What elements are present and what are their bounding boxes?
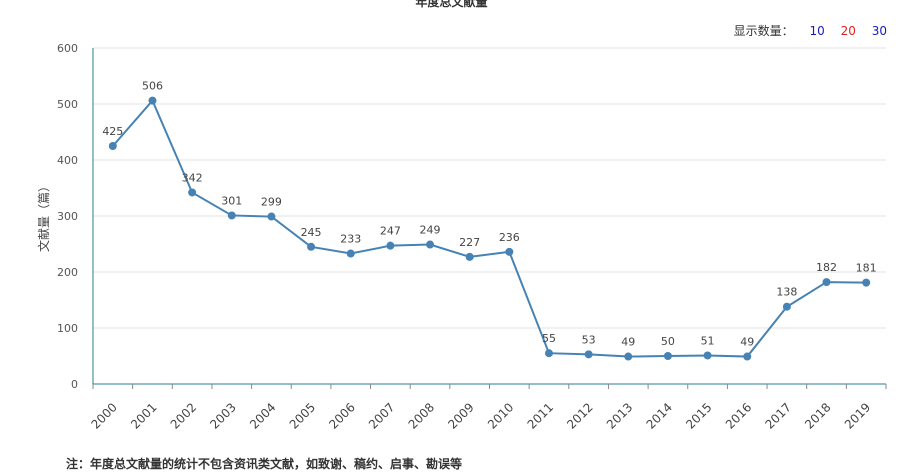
footnote: 注：年度总文献量的统计不包含资讯类文献，如致谢、稿约、启事、勘误等 bbox=[66, 457, 463, 471]
data-point bbox=[703, 351, 712, 360]
data-point bbox=[386, 241, 395, 250]
data-point bbox=[108, 142, 117, 150]
chart-title: 年度总文献量 bbox=[415, 0, 488, 9]
data-label: 53 bbox=[582, 333, 596, 346]
x-tick-label: 2011 bbox=[525, 400, 556, 431]
data-label: 49 bbox=[740, 336, 754, 349]
x-tick-label: 2001 bbox=[128, 400, 159, 431]
y-tick-label: 100 bbox=[57, 322, 78, 335]
series-line bbox=[112, 98, 867, 358]
data-point bbox=[148, 96, 157, 105]
x-tick-label: 2015 bbox=[683, 400, 714, 431]
data-label: 247 bbox=[380, 225, 401, 238]
data-point bbox=[505, 247, 514, 256]
display-count-30[interactable]: 30 bbox=[871, 24, 887, 38]
data-label: 51 bbox=[701, 334, 715, 347]
x-tick-label: 2018 bbox=[802, 400, 833, 431]
display-count-selector: 显示数量： 10 20 30 bbox=[734, 22, 887, 39]
data-label: 182 bbox=[816, 261, 837, 274]
x-tick-label: 2004 bbox=[247, 400, 278, 431]
data-point bbox=[624, 352, 633, 361]
data-label: 301 bbox=[221, 194, 242, 207]
x-tick-label: 2009 bbox=[445, 400, 476, 431]
x-tick-label: 2012 bbox=[564, 400, 595, 431]
display-count-20[interactable]: 20 bbox=[840, 24, 856, 38]
x-tick-label: 2016 bbox=[723, 400, 754, 431]
data-label: 299 bbox=[261, 196, 282, 209]
data-point bbox=[307, 242, 316, 251]
x-tick-label: 2013 bbox=[604, 400, 635, 431]
y-tick-label: 400 bbox=[57, 154, 78, 167]
data-label: 342 bbox=[182, 171, 203, 184]
x-tick-label: 2017 bbox=[762, 400, 793, 431]
data-point bbox=[743, 352, 752, 361]
x-tick-label: 2010 bbox=[485, 400, 516, 431]
x-tick-label: 2007 bbox=[366, 400, 397, 431]
data-point bbox=[346, 249, 355, 258]
data-point bbox=[663, 352, 672, 360]
data-point bbox=[862, 278, 871, 287]
data-label: 236 bbox=[499, 231, 520, 244]
data-label: 55 bbox=[542, 332, 556, 345]
data-label: 233 bbox=[340, 233, 361, 246]
data-label: 49 bbox=[621, 336, 635, 349]
data-label: 425 bbox=[102, 125, 123, 138]
x-tick-label: 2014 bbox=[644, 400, 675, 431]
data-point bbox=[782, 302, 791, 311]
data-point bbox=[544, 349, 553, 358]
data-point bbox=[465, 252, 474, 261]
y-tick-label: 500 bbox=[57, 98, 78, 111]
data-point bbox=[822, 278, 831, 287]
display-count-10[interactable]: 10 bbox=[809, 24, 825, 38]
y-tick-label: 600 bbox=[57, 42, 78, 55]
y-axis-title: 文献量（篇） bbox=[36, 180, 51, 252]
data-point bbox=[188, 188, 197, 197]
x-tick-label: 2008 bbox=[406, 400, 437, 431]
x-tick-label: 2019 bbox=[842, 400, 873, 431]
y-tick-label: 200 bbox=[57, 266, 78, 279]
data-point bbox=[584, 350, 593, 359]
x-tick-label: 2006 bbox=[326, 400, 357, 431]
data-label: 50 bbox=[661, 335, 675, 348]
display-count-label: 显示数量： bbox=[733, 24, 794, 38]
x-tick-label: 2000 bbox=[88, 400, 119, 431]
data-label: 181 bbox=[856, 262, 877, 275]
x-tick-label: 2002 bbox=[168, 400, 199, 431]
y-tick-label: 0 bbox=[71, 378, 78, 391]
data-point bbox=[426, 240, 435, 249]
x-tick-label: 2003 bbox=[207, 400, 238, 431]
data-label: 138 bbox=[776, 286, 797, 299]
x-tick-label: 2005 bbox=[287, 400, 318, 431]
data-label: 506 bbox=[142, 80, 163, 93]
data-label: 227 bbox=[459, 236, 480, 249]
data-label: 245 bbox=[301, 226, 322, 239]
data-label: 249 bbox=[420, 224, 441, 237]
data-point bbox=[227, 211, 236, 220]
data-point bbox=[267, 212, 276, 221]
y-tick-label: 300 bbox=[57, 210, 78, 223]
